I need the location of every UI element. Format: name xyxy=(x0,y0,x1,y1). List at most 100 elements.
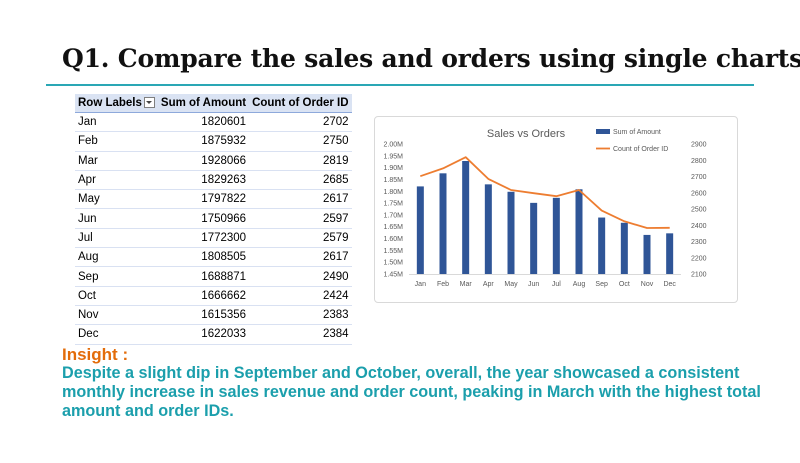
row-amount: 1797822 xyxy=(157,189,250,210)
legend-swatch-bar xyxy=(596,129,610,134)
y-left-tick-label: 1.85M xyxy=(384,177,404,184)
row-label: Sep xyxy=(75,266,158,287)
y-left-tick-label: 1.45M xyxy=(384,272,404,279)
table-row: Dec 1622033 2384 xyxy=(75,324,352,345)
header-count-of-order-id: Count of Order ID xyxy=(249,94,352,113)
row-count: 2750 xyxy=(249,131,352,152)
row-label: May xyxy=(75,189,158,210)
row-label: Feb xyxy=(75,131,158,152)
series-line-count-of-order-id xyxy=(420,156,670,229)
y-left-tick-label: 1.65M xyxy=(384,224,404,231)
row-amount: 1808505 xyxy=(157,247,250,268)
row-count: 2819 xyxy=(249,151,352,171)
y-left-tick-label: 1.75M xyxy=(384,201,404,208)
slide-title: Q1. Compare the sales and orders using s… xyxy=(62,44,800,73)
row-count: 2597 xyxy=(249,208,352,229)
y-right-tick-label: 2200 xyxy=(691,255,707,262)
chart-svg: Sales vs Orders 1.45M 1.50M 1.55M 1.60M 1.65M… xyxy=(384,128,707,288)
row-amount: 1928066 xyxy=(157,151,250,171)
x-tick-label: Apr xyxy=(483,281,495,288)
row-count: 2424 xyxy=(249,286,352,306)
row-count: 2383 xyxy=(249,305,352,326)
y-right-tick-label: 2600 xyxy=(691,190,707,197)
row-count: 2702 xyxy=(249,112,352,133)
x-tick-label: Feb xyxy=(437,281,449,288)
table-row: Feb 1875932 2750 xyxy=(75,131,352,152)
x-tick-label: Oct xyxy=(619,281,630,288)
row-count: 2685 xyxy=(249,170,352,191)
table-row: Sep 1688871 2490 xyxy=(75,266,352,287)
table-row: Jul 1772300 2579 xyxy=(75,228,352,249)
y-left-tick-label: 1.90M xyxy=(384,165,404,172)
y-left-tick-label: 1.50M xyxy=(384,260,404,267)
y-left-tick-label: 1.70M xyxy=(384,212,404,219)
row-label: Jun xyxy=(75,208,158,229)
y-right-tick-label: 2100 xyxy=(691,272,707,279)
row-amount: 1829263 xyxy=(157,170,250,191)
table-row: May 1797822 2617 xyxy=(75,189,352,210)
row-label: Dec xyxy=(75,324,158,345)
row-amount: 1688871 xyxy=(157,266,250,287)
row-label: Nov xyxy=(75,305,158,326)
row-label: Mar xyxy=(75,151,158,171)
header-row-labels[interactable]: Row Labels xyxy=(75,94,158,113)
bar xyxy=(643,234,651,274)
table-row: Jan 1820601 2702 xyxy=(75,112,352,133)
pivot-table: Row Labels Sum of Amount Count of Order … xyxy=(75,94,352,345)
y-right-tick-label: 2800 xyxy=(691,158,707,165)
y-left-tick-label: 1.95M xyxy=(384,153,404,160)
row-amount: 1666662 xyxy=(157,286,250,306)
x-tick-label: Jun xyxy=(528,281,539,288)
bar xyxy=(484,184,492,274)
bar xyxy=(416,186,424,274)
table-row: Aug 1808505 2617 xyxy=(75,247,352,268)
row-label: Aug xyxy=(75,247,158,268)
y-right-tick-label: 2700 xyxy=(691,174,707,181)
row-count: 2617 xyxy=(249,189,352,210)
x-tick-label: Nov xyxy=(641,281,654,288)
row-amount: 1820601 xyxy=(157,112,250,133)
insight-text: Despite a slight dip in September and Oc… xyxy=(62,364,761,420)
y-right-tick-label: 2400 xyxy=(691,223,707,230)
x-tick-label: Jul xyxy=(552,281,561,288)
table-row: Nov 1615356 2383 xyxy=(75,305,352,326)
x-tick-label: Aug xyxy=(573,281,586,288)
y-left-tick-label: 2.00M xyxy=(384,142,404,149)
row-label: Jul xyxy=(75,228,158,249)
bar xyxy=(598,217,606,274)
y-right-tick-label: 2300 xyxy=(691,239,707,246)
bar xyxy=(552,197,560,274)
y-left-tick-label: 1.80M xyxy=(384,189,404,196)
legend-label-sum-of-amount: Sum of Amount xyxy=(613,129,661,136)
y-right-tick-label: 2900 xyxy=(691,142,707,149)
row-label: Apr xyxy=(75,170,158,191)
row-label: Jan xyxy=(75,112,158,133)
row-amount: 1772300 xyxy=(157,228,250,249)
legend-label-count-of-order-id: Count of Order ID xyxy=(613,146,668,153)
filter-dropdown-icon[interactable] xyxy=(143,97,155,109)
combo-chart: Sales vs Orders 1.45M 1.50M 1.55M 1.60M 1.65M… xyxy=(374,116,738,303)
header-sum-of-amount: Sum of Amount xyxy=(157,94,250,113)
x-tick-label: Dec xyxy=(663,281,676,288)
table-row: Apr 1829263 2685 xyxy=(75,170,352,191)
x-tick-label: Jan xyxy=(415,281,426,288)
row-count: 2579 xyxy=(249,228,352,249)
title-divider xyxy=(46,84,754,86)
x-tick-label: May xyxy=(504,281,518,288)
row-count: 2490 xyxy=(249,266,352,287)
pivot-header-row: Row Labels Sum of Amount Count of Order … xyxy=(75,94,352,113)
bar xyxy=(666,233,674,274)
table-row: Jun 1750966 2597 xyxy=(75,208,352,229)
y-left-tick-label: 1.60M xyxy=(384,236,404,243)
row-amount: 1875932 xyxy=(157,131,250,152)
bar xyxy=(575,189,583,274)
table-row: Mar 1928066 2819 xyxy=(75,151,352,171)
bar xyxy=(620,222,628,274)
y-right-tick-label: 2500 xyxy=(691,207,707,214)
row-amount: 1615356 xyxy=(157,305,250,326)
row-amount: 1622033 xyxy=(157,324,250,345)
bar xyxy=(530,202,538,274)
bar xyxy=(507,191,515,274)
row-count: 2617 xyxy=(249,247,352,268)
row-count: 2384 xyxy=(249,324,352,345)
